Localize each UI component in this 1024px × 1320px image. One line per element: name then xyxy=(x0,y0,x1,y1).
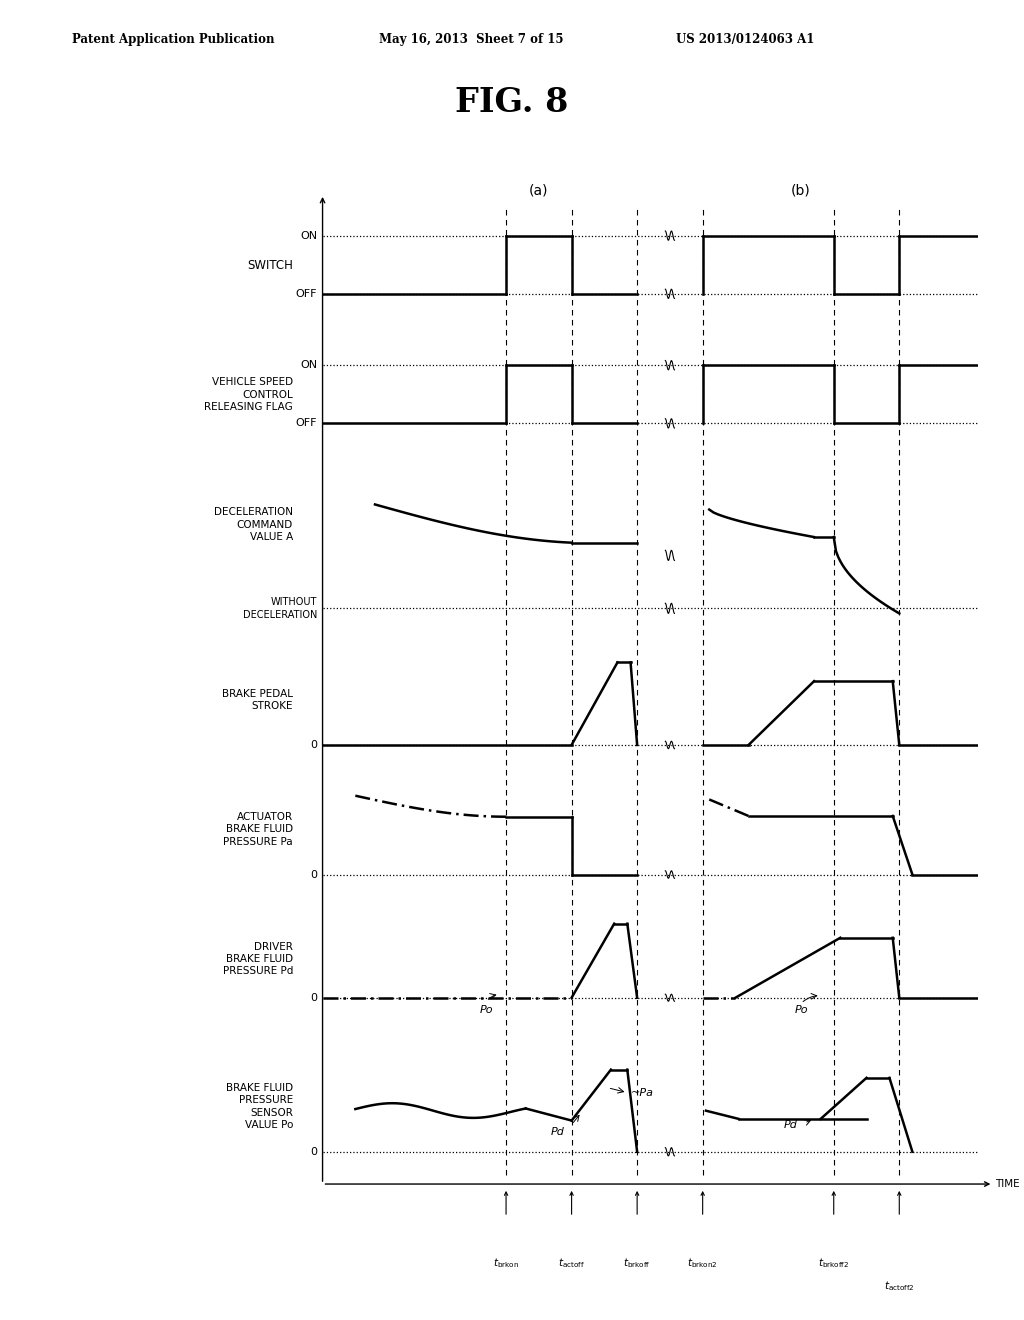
Text: Pd: Pd xyxy=(551,1127,565,1137)
Text: $t_{\rm actoff2}$: $t_{\rm actoff2}$ xyxy=(884,1279,914,1292)
Text: DECELERATION
COMMAND
VALUE A: DECELERATION COMMAND VALUE A xyxy=(214,507,293,543)
Text: US 2013/0124063 A1: US 2013/0124063 A1 xyxy=(676,33,814,46)
Text: DRIVER
BRAKE FLUID
PRESSURE Pd: DRIVER BRAKE FLUID PRESSURE Pd xyxy=(222,941,293,977)
Text: $t_{\rm actoff}$: $t_{\rm actoff}$ xyxy=(558,1257,585,1270)
Text: BRAKE FLUID
PRESSURE
SENSOR
VALUE Po: BRAKE FLUID PRESSURE SENSOR VALUE Po xyxy=(226,1082,293,1130)
Text: Pd: Pd xyxy=(783,1121,798,1130)
Text: $t_{\rm brkoff}$: $t_{\rm brkoff}$ xyxy=(624,1257,651,1270)
Text: May 16, 2013  Sheet 7 of 15: May 16, 2013 Sheet 7 of 15 xyxy=(379,33,563,46)
Text: ON: ON xyxy=(300,231,317,240)
Text: SWITCH: SWITCH xyxy=(247,259,293,272)
Text: Patent Application Publication: Patent Application Publication xyxy=(72,33,274,46)
Text: $t_{\rm brkon}$: $t_{\rm brkon}$ xyxy=(493,1257,519,1270)
Text: Po: Po xyxy=(795,1005,808,1015)
Text: TIME: TIME xyxy=(995,1179,1020,1189)
Text: ~Pa: ~Pa xyxy=(631,1088,653,1098)
Text: ON: ON xyxy=(300,360,317,370)
Text: 0: 0 xyxy=(310,993,317,1003)
Text: VEHICLE SPEED
CONTROL
RELEASING FLAG: VEHICLE SPEED CONTROL RELEASING FLAG xyxy=(205,378,293,412)
Text: ACTUATOR
BRAKE FLUID
PRESSURE Pa: ACTUATOR BRAKE FLUID PRESSURE Pa xyxy=(223,812,293,847)
Text: $t_{\rm brkon2}$: $t_{\rm brkon2}$ xyxy=(687,1257,718,1270)
Text: OFF: OFF xyxy=(296,418,317,429)
Text: WITHOUT
DECELERATION: WITHOUT DECELERATION xyxy=(243,597,317,619)
Text: Po: Po xyxy=(479,1005,494,1015)
Text: 0: 0 xyxy=(310,870,317,879)
Text: BRAKE PEDAL
STROKE: BRAKE PEDAL STROKE xyxy=(222,689,293,711)
Text: 0: 0 xyxy=(310,741,317,750)
Text: 0: 0 xyxy=(310,1147,317,1156)
Text: OFF: OFF xyxy=(296,289,317,298)
Text: (a): (a) xyxy=(529,183,549,198)
Text: $t_{\rm brkoff2}$: $t_{\rm brkoff2}$ xyxy=(818,1257,849,1270)
Text: FIG. 8: FIG. 8 xyxy=(456,86,568,119)
Text: (b): (b) xyxy=(792,183,811,198)
